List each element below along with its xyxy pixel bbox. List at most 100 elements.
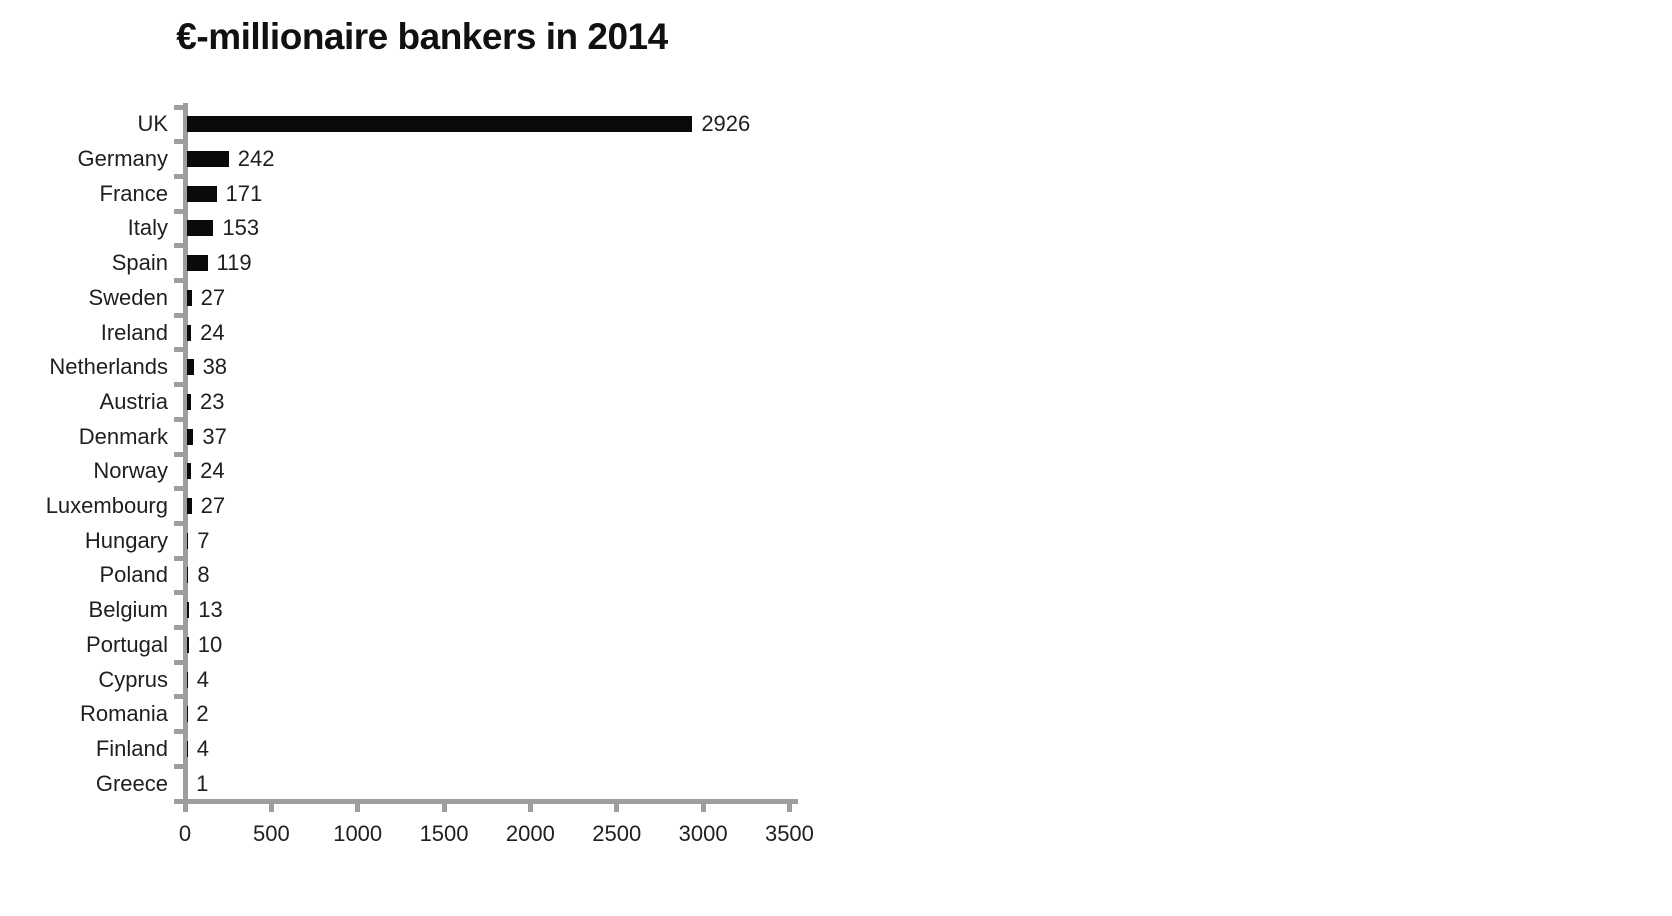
bar-norway xyxy=(187,463,192,480)
bar-portugal xyxy=(187,636,189,653)
value-label: 37 xyxy=(202,423,227,449)
x-axis-tick xyxy=(786,804,792,812)
category-label: Belgium xyxy=(1661,597,1672,623)
category-label: Luxembourg xyxy=(1661,493,1672,519)
bar-germany xyxy=(187,151,229,168)
category-label: Belgium xyxy=(88,597,168,623)
category-label: Denmark xyxy=(1661,424,1672,450)
bar-luxembourg xyxy=(187,498,192,515)
y-axis-tick xyxy=(173,208,183,214)
category-label: Hungary xyxy=(84,527,168,553)
y-axis-tick xyxy=(173,347,183,353)
bar-italy xyxy=(187,220,214,237)
category-label: Austria xyxy=(99,388,168,414)
value-label: 171 xyxy=(225,180,263,206)
x-axis-tick-label: 3000 xyxy=(678,821,728,846)
x-axis-tick xyxy=(614,804,620,812)
category-label: Sweden xyxy=(88,284,168,310)
y-axis-tick xyxy=(173,416,183,422)
category-label: Norway xyxy=(93,458,168,484)
y-axis-tick xyxy=(173,486,183,492)
value-label: 10 xyxy=(197,631,223,657)
category-label: Germany xyxy=(77,146,168,172)
category-label: Sweden xyxy=(1661,285,1672,311)
category-label: Greece xyxy=(95,770,168,796)
y-axis-tick xyxy=(173,520,183,526)
bar-poland xyxy=(187,567,189,584)
category-label: Ireland xyxy=(100,319,168,345)
plot-area-left: 0 500 1000 1500 2000 2500 3000 3500 UK 2926 German… xyxy=(45,103,814,846)
x-axis-tick xyxy=(700,804,706,812)
value-label: 4 xyxy=(196,735,209,761)
value-label: 24 xyxy=(200,458,225,484)
value-label: 153 xyxy=(222,215,260,241)
x-axis-tick xyxy=(527,804,533,812)
category-label: UK xyxy=(137,111,168,137)
bar-cyprus xyxy=(187,671,188,688)
chart-change-on-2013: Change on 2013 -400-20002004006008001000… xyxy=(836,0,1672,916)
x-axis-tick xyxy=(268,804,274,812)
y-axis-tick xyxy=(173,382,183,388)
value-label: 38 xyxy=(202,354,228,380)
category-label: Spain xyxy=(1661,250,1672,276)
bar-spain xyxy=(187,255,208,272)
x-axis-tick-label: 1000 xyxy=(333,821,383,846)
category-label: Portugal xyxy=(86,631,168,657)
y-axis-line xyxy=(182,103,188,804)
value-label: 24 xyxy=(200,319,225,345)
x-axis-tick-label: 1500 xyxy=(419,821,469,846)
category-label: Finland xyxy=(95,735,168,761)
value-label: 242 xyxy=(237,146,275,172)
y-axis-tick xyxy=(173,312,183,318)
x-axis-tick-label: 2000 xyxy=(505,821,555,846)
bar-belgium xyxy=(187,602,190,619)
y-axis-tick xyxy=(173,243,183,249)
y-axis-tick xyxy=(173,555,183,561)
value-label: 8 xyxy=(197,562,210,588)
category-label: Finland xyxy=(1661,736,1672,762)
category-label: Denmark xyxy=(78,423,168,449)
category-label: Ireland xyxy=(1661,320,1672,346)
category-label: France xyxy=(99,180,168,206)
category-label: Italy xyxy=(1661,215,1672,241)
plot-area-right: -400-20002004006008001000UK840Germany-15… xyxy=(836,0,1672,916)
category-label: UK xyxy=(1661,111,1672,137)
category-label: Poland xyxy=(99,562,168,588)
value-label: 2 xyxy=(196,701,209,727)
category-label: Poland xyxy=(1661,562,1672,588)
category-label: Luxembourg xyxy=(45,493,168,519)
category-label: Cyprus xyxy=(98,666,168,692)
x-axis-tick xyxy=(441,804,447,812)
bar-denmark xyxy=(187,428,194,445)
bar-ireland xyxy=(187,324,192,341)
category-label: Netherlands xyxy=(1661,354,1672,380)
y-axis-tick xyxy=(173,139,183,145)
chart-millionaire-bankers-2014: €-millionaire bankers in 2014 0 500 1000 15… xyxy=(45,16,814,846)
value-label: 119 xyxy=(216,250,252,276)
x-axis-tick xyxy=(182,804,188,812)
x-axis-line xyxy=(176,799,798,804)
bar-netherlands xyxy=(187,359,194,376)
bar-uk xyxy=(187,116,693,133)
value-label: 27 xyxy=(200,493,226,519)
value-label: 4 xyxy=(196,666,209,692)
category-label: Norway xyxy=(1661,458,1672,484)
y-axis-tick xyxy=(173,625,183,630)
x-axis-tick-label: 0 xyxy=(178,821,192,846)
value-label: 23 xyxy=(199,388,225,414)
value-label: 2926 xyxy=(701,111,751,137)
category-label: Spain xyxy=(111,250,168,276)
category-label: Austria xyxy=(1661,389,1672,415)
category-label: Netherlands xyxy=(49,354,168,380)
category-label: Greece xyxy=(1661,771,1672,797)
category-label: Cyprus xyxy=(1661,667,1672,693)
y-axis-tick xyxy=(173,659,183,665)
chart-title-left: €-millionaire bankers in 2014 xyxy=(176,16,668,57)
y-axis-tick xyxy=(173,763,183,769)
y-axis-tick xyxy=(173,729,183,735)
category-label: France xyxy=(1661,181,1672,207)
y-axis-tick xyxy=(173,694,183,700)
x-axis-tick-label: 2500 xyxy=(592,821,642,846)
category-label: Germany xyxy=(1661,146,1672,172)
x-axis-tick-label: 3500 xyxy=(764,821,814,846)
